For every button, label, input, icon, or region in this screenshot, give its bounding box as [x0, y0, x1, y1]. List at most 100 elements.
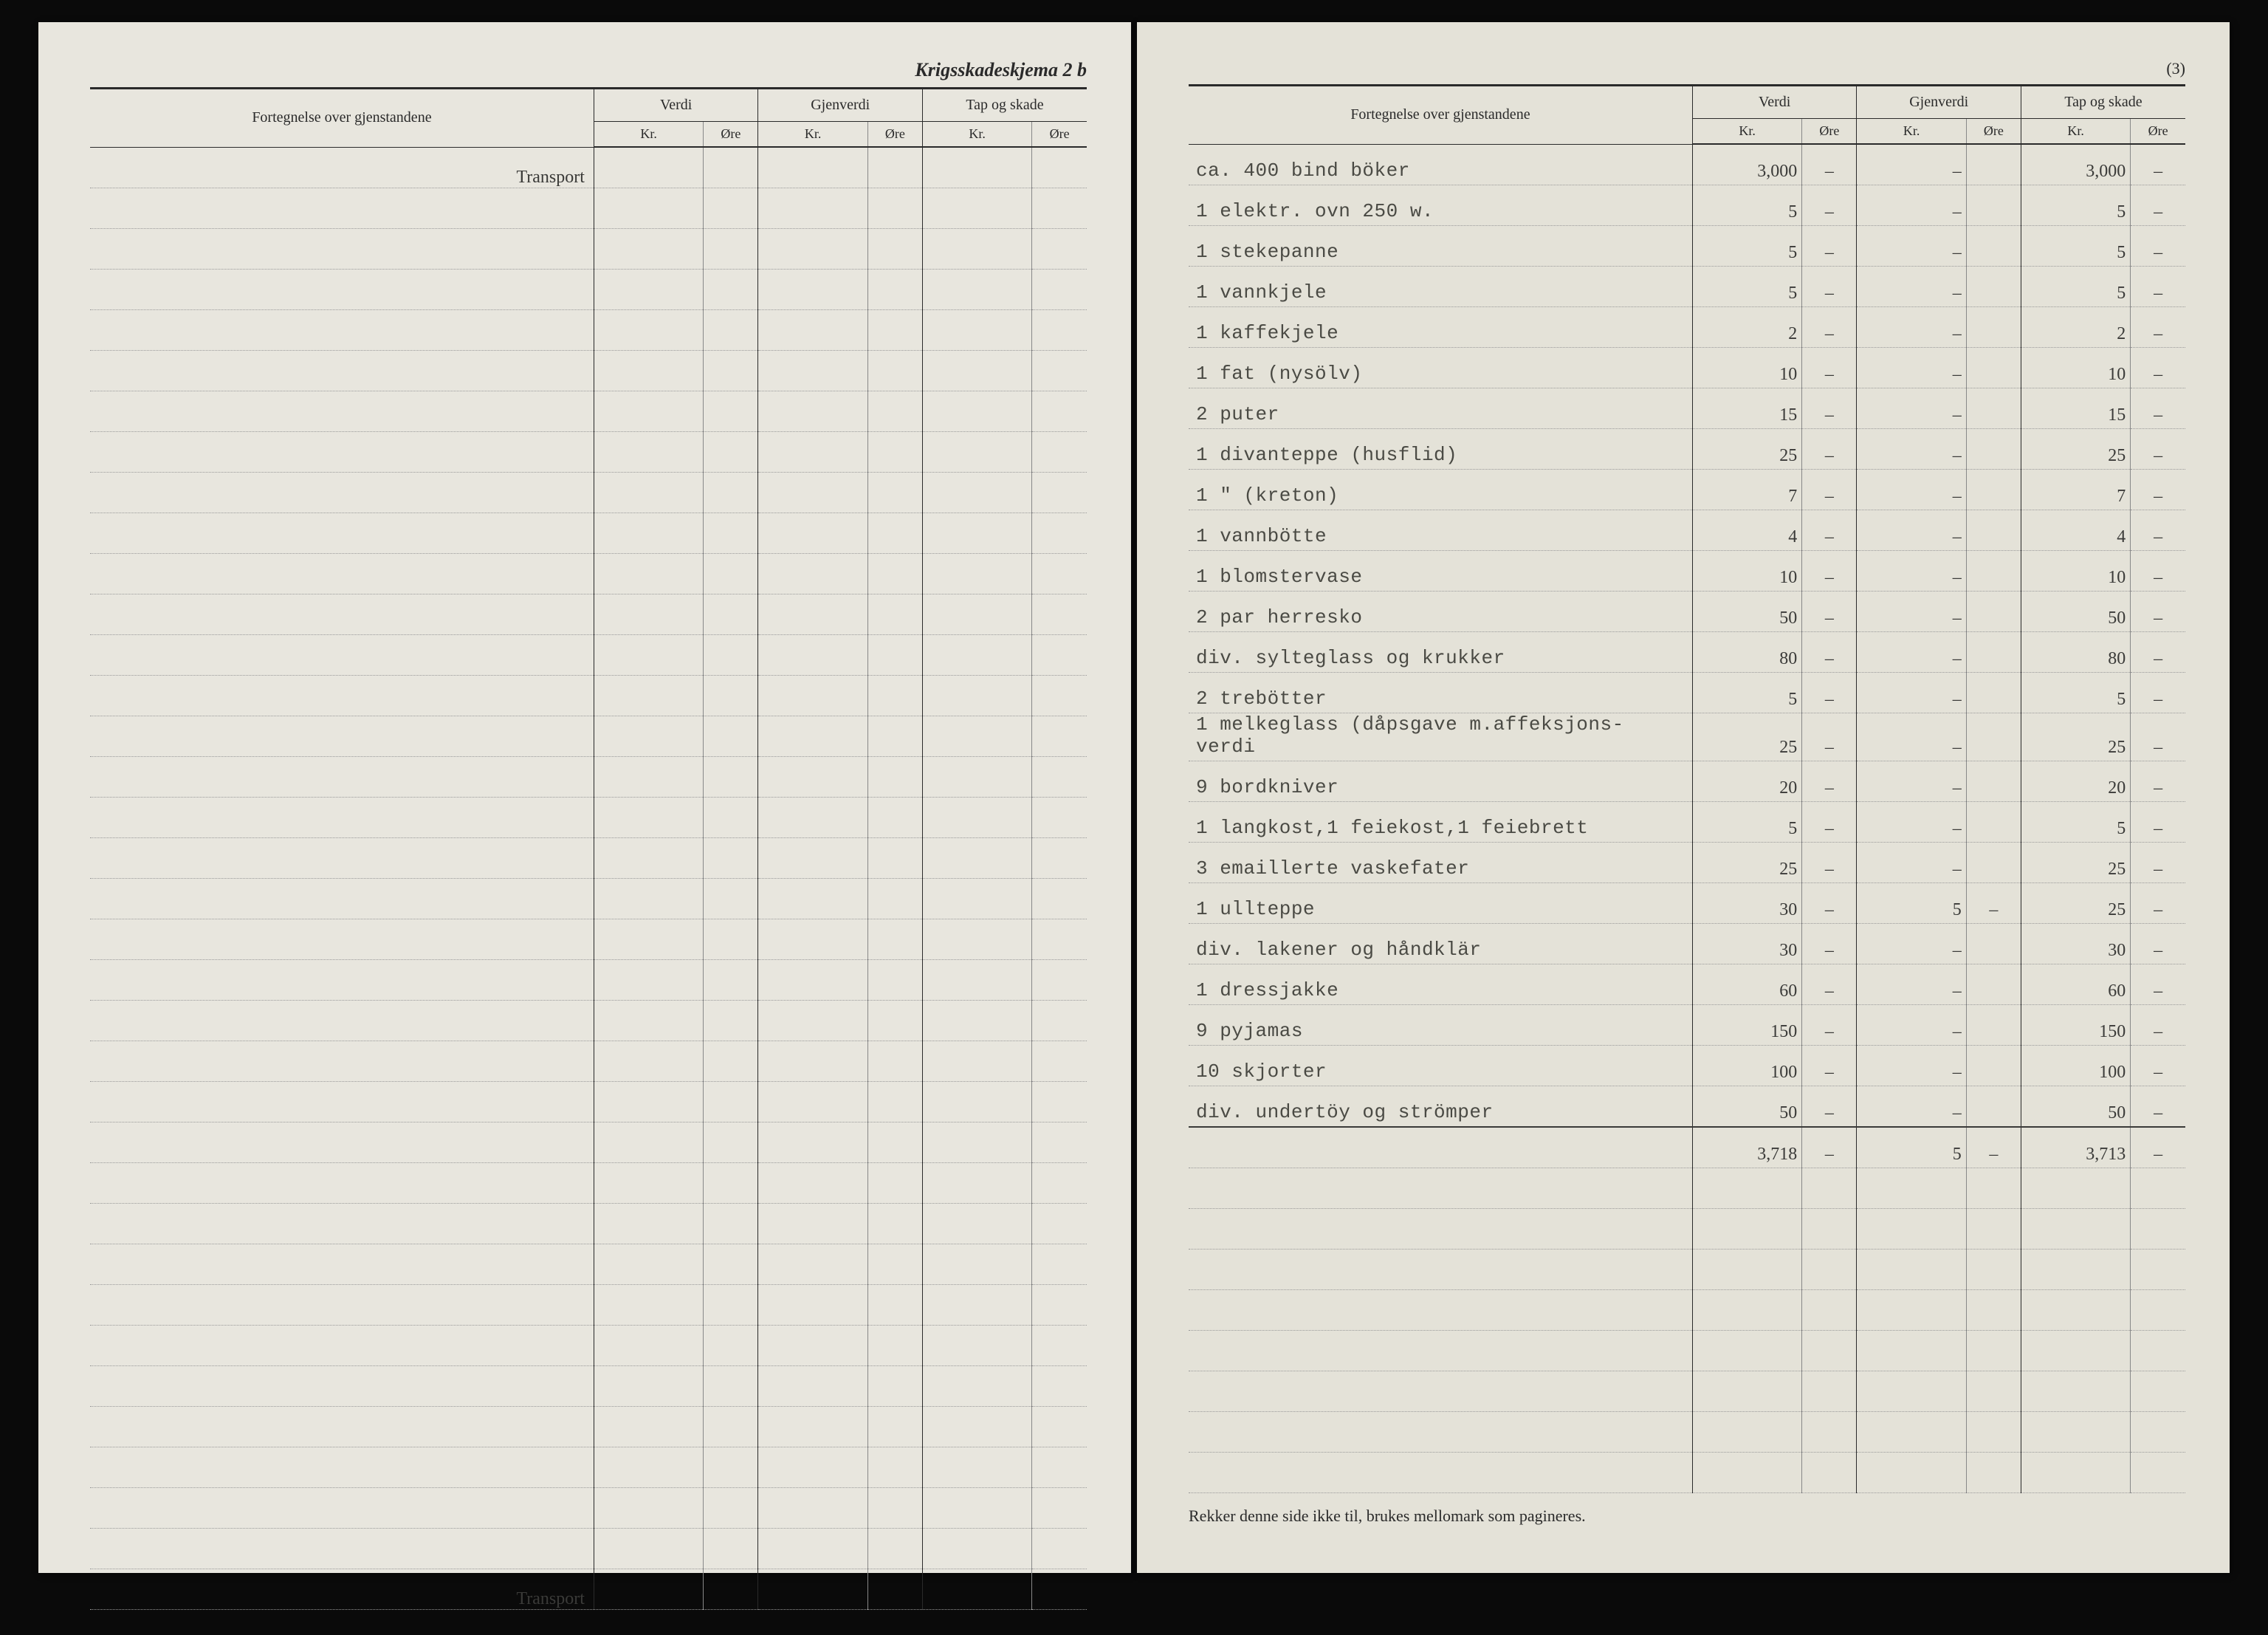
cell-tap-kr: 20 — [2021, 761, 2130, 802]
right-page: (3) Fortegnelse over gjenstandene Verdi … — [1137, 22, 2230, 1573]
cell-tap-kr: 15 — [2021, 388, 2130, 429]
table-row: 1 ullteppe30–5–25– — [1189, 883, 2185, 924]
table-row — [1189, 1209, 2185, 1250]
sum-tap-ore: – — [2131, 1127, 2185, 1168]
cell-tap-ore: – — [2131, 551, 2185, 592]
table-row — [90, 594, 1087, 635]
cell-gjen-kr: 5 — [1857, 883, 1966, 924]
table-row — [90, 676, 1087, 716]
cell-tap-ore: – — [2131, 267, 2185, 307]
cell-verdi-ore: – — [1802, 673, 1857, 713]
cell-verdi-ore: – — [1802, 802, 1857, 843]
col-head-gjenverdi: Gjenverdi — [758, 89, 923, 122]
cell-tap-ore: – — [2131, 144, 2185, 185]
sub-ore: Øre — [1966, 119, 2021, 145]
cell-verdi-ore: – — [1802, 226, 1857, 267]
cell-tap-ore: – — [2131, 964, 2185, 1005]
table-row — [1189, 1250, 2185, 1290]
cell-tap-ore: – — [2131, 673, 2185, 713]
sub-ore: Øre — [1032, 122, 1087, 148]
sub-kr: Kr. — [1692, 119, 1801, 145]
cell-gjen-ore — [1966, 307, 2021, 348]
cell-verdi-ore: – — [1802, 1086, 1857, 1128]
cell-tap-ore: – — [2131, 185, 2185, 226]
sub-kr: Kr. — [2021, 119, 2130, 145]
cell-desc: 10 skjorter — [1189, 1046, 1692, 1086]
table-row — [90, 1001, 1087, 1041]
cell-verdi-ore: – — [1802, 470, 1857, 510]
table-row: 10 skjorter100––100– — [1189, 1046, 2185, 1086]
transport-row-bottom: Transport — [90, 1569, 1087, 1610]
cell-verdi-kr: 5 — [1692, 267, 1801, 307]
cell-gjen-kr: – — [1857, 551, 1966, 592]
cell-gjen-kr: – — [1857, 761, 1966, 802]
table-row — [1189, 1453, 2185, 1493]
cell-tap-kr: 10 — [2021, 551, 2130, 592]
cell-gjen-kr: – — [1857, 144, 1966, 185]
table-row — [90, 1163, 1087, 1204]
table-row — [90, 554, 1087, 594]
cell-tap-kr: 25 — [2021, 713, 2130, 761]
table-row: div. lakener og håndklär30––30– — [1189, 924, 2185, 964]
table-row — [90, 1529, 1087, 1569]
table-row: 1 elektr. ovn 250 w.5––5– — [1189, 185, 2185, 226]
cell-tap-ore: – — [2131, 761, 2185, 802]
cell-verdi-ore: – — [1802, 713, 1857, 761]
sub-kr: Kr. — [1857, 119, 1966, 145]
cell-gjen-ore — [1966, 713, 2021, 761]
sum-verdi-ore: – — [1802, 1127, 1857, 1168]
cell-tap-kr: 100 — [2021, 1046, 2130, 1086]
col-head-gjenverdi: Gjenverdi — [1857, 86, 2021, 119]
table-row: 9 pyjamas150––150– — [1189, 1005, 2185, 1046]
cell-gjen-kr: – — [1857, 592, 1966, 632]
cell-tap-kr: 50 — [2021, 1086, 2130, 1128]
cell-verdi-kr: 100 — [1692, 1046, 1801, 1086]
cell-tap-kr: 25 — [2021, 429, 2130, 470]
col-head-tap: Tap og skade — [2021, 86, 2185, 119]
table-row — [1189, 1412, 2185, 1453]
table-row — [90, 513, 1087, 554]
transport-row-top: Transport — [90, 147, 1087, 188]
cell-verdi-ore: – — [1802, 883, 1857, 924]
table-row — [90, 919, 1087, 960]
table-row: 3 emaillerte vaskefater25––25– — [1189, 843, 2185, 883]
cell-tap-ore: – — [2131, 592, 2185, 632]
table-row: 1 stekepanne5––5– — [1189, 226, 2185, 267]
sum-verdi-kr: 3,718 — [1692, 1127, 1801, 1168]
table-row — [90, 635, 1087, 676]
cell-tap-kr: 5 — [2021, 267, 2130, 307]
cell-verdi-ore: – — [1802, 267, 1857, 307]
cell-verdi-kr: 10 — [1692, 551, 1801, 592]
cell-gjen-kr: – — [1857, 964, 1966, 1005]
table-row — [90, 1447, 1087, 1488]
cell-desc: 1 langkost,1 feiekost,1 feiebrett — [1189, 802, 1692, 843]
table-row: div. sylteglass og krukker80––80– — [1189, 632, 2185, 673]
table-row — [90, 188, 1087, 229]
cell-desc: div. sylteglass og krukker — [1189, 632, 1692, 673]
cell-gjen-ore — [1966, 1046, 2021, 1086]
cell-desc: 3 emaillerte vaskefater — [1189, 843, 1692, 883]
cell-desc: 1 vannbötte — [1189, 510, 1692, 551]
footer-note: Rekker denne side ikke til, brukes mello… — [1189, 1507, 2185, 1526]
cell-tap-kr: 30 — [2021, 924, 2130, 964]
cell-verdi-kr: 30 — [1692, 924, 1801, 964]
cell-gjen-kr: – — [1857, 843, 1966, 883]
cell-gjen-kr: – — [1857, 802, 1966, 843]
cell-tap-kr: 5 — [2021, 802, 2130, 843]
cell-gjen-kr: – — [1857, 185, 1966, 226]
sum-gjen-kr: 5 — [1857, 1127, 1966, 1168]
cell-tap-kr: 25 — [2021, 883, 2130, 924]
cell-verdi-ore: – — [1802, 510, 1857, 551]
cell-tap-ore: – — [2131, 510, 2185, 551]
cell-gjen-ore — [1966, 673, 2021, 713]
sub-ore: Øre — [1802, 119, 1857, 145]
table-row — [90, 1082, 1087, 1122]
table-row: 2 trebötter5––5– — [1189, 673, 2185, 713]
cell-gjen-ore — [1966, 510, 2021, 551]
right-ledger-table: Fortegnelse over gjenstandene Verdi Gjen… — [1189, 84, 2185, 1493]
sub-kr: Kr. — [922, 122, 1031, 148]
cell-verdi-ore: – — [1802, 348, 1857, 388]
cell-desc: 1 stekepanne — [1189, 226, 1692, 267]
cell-gjen-ore — [1966, 592, 2021, 632]
page-number: (3) — [1189, 59, 2185, 78]
